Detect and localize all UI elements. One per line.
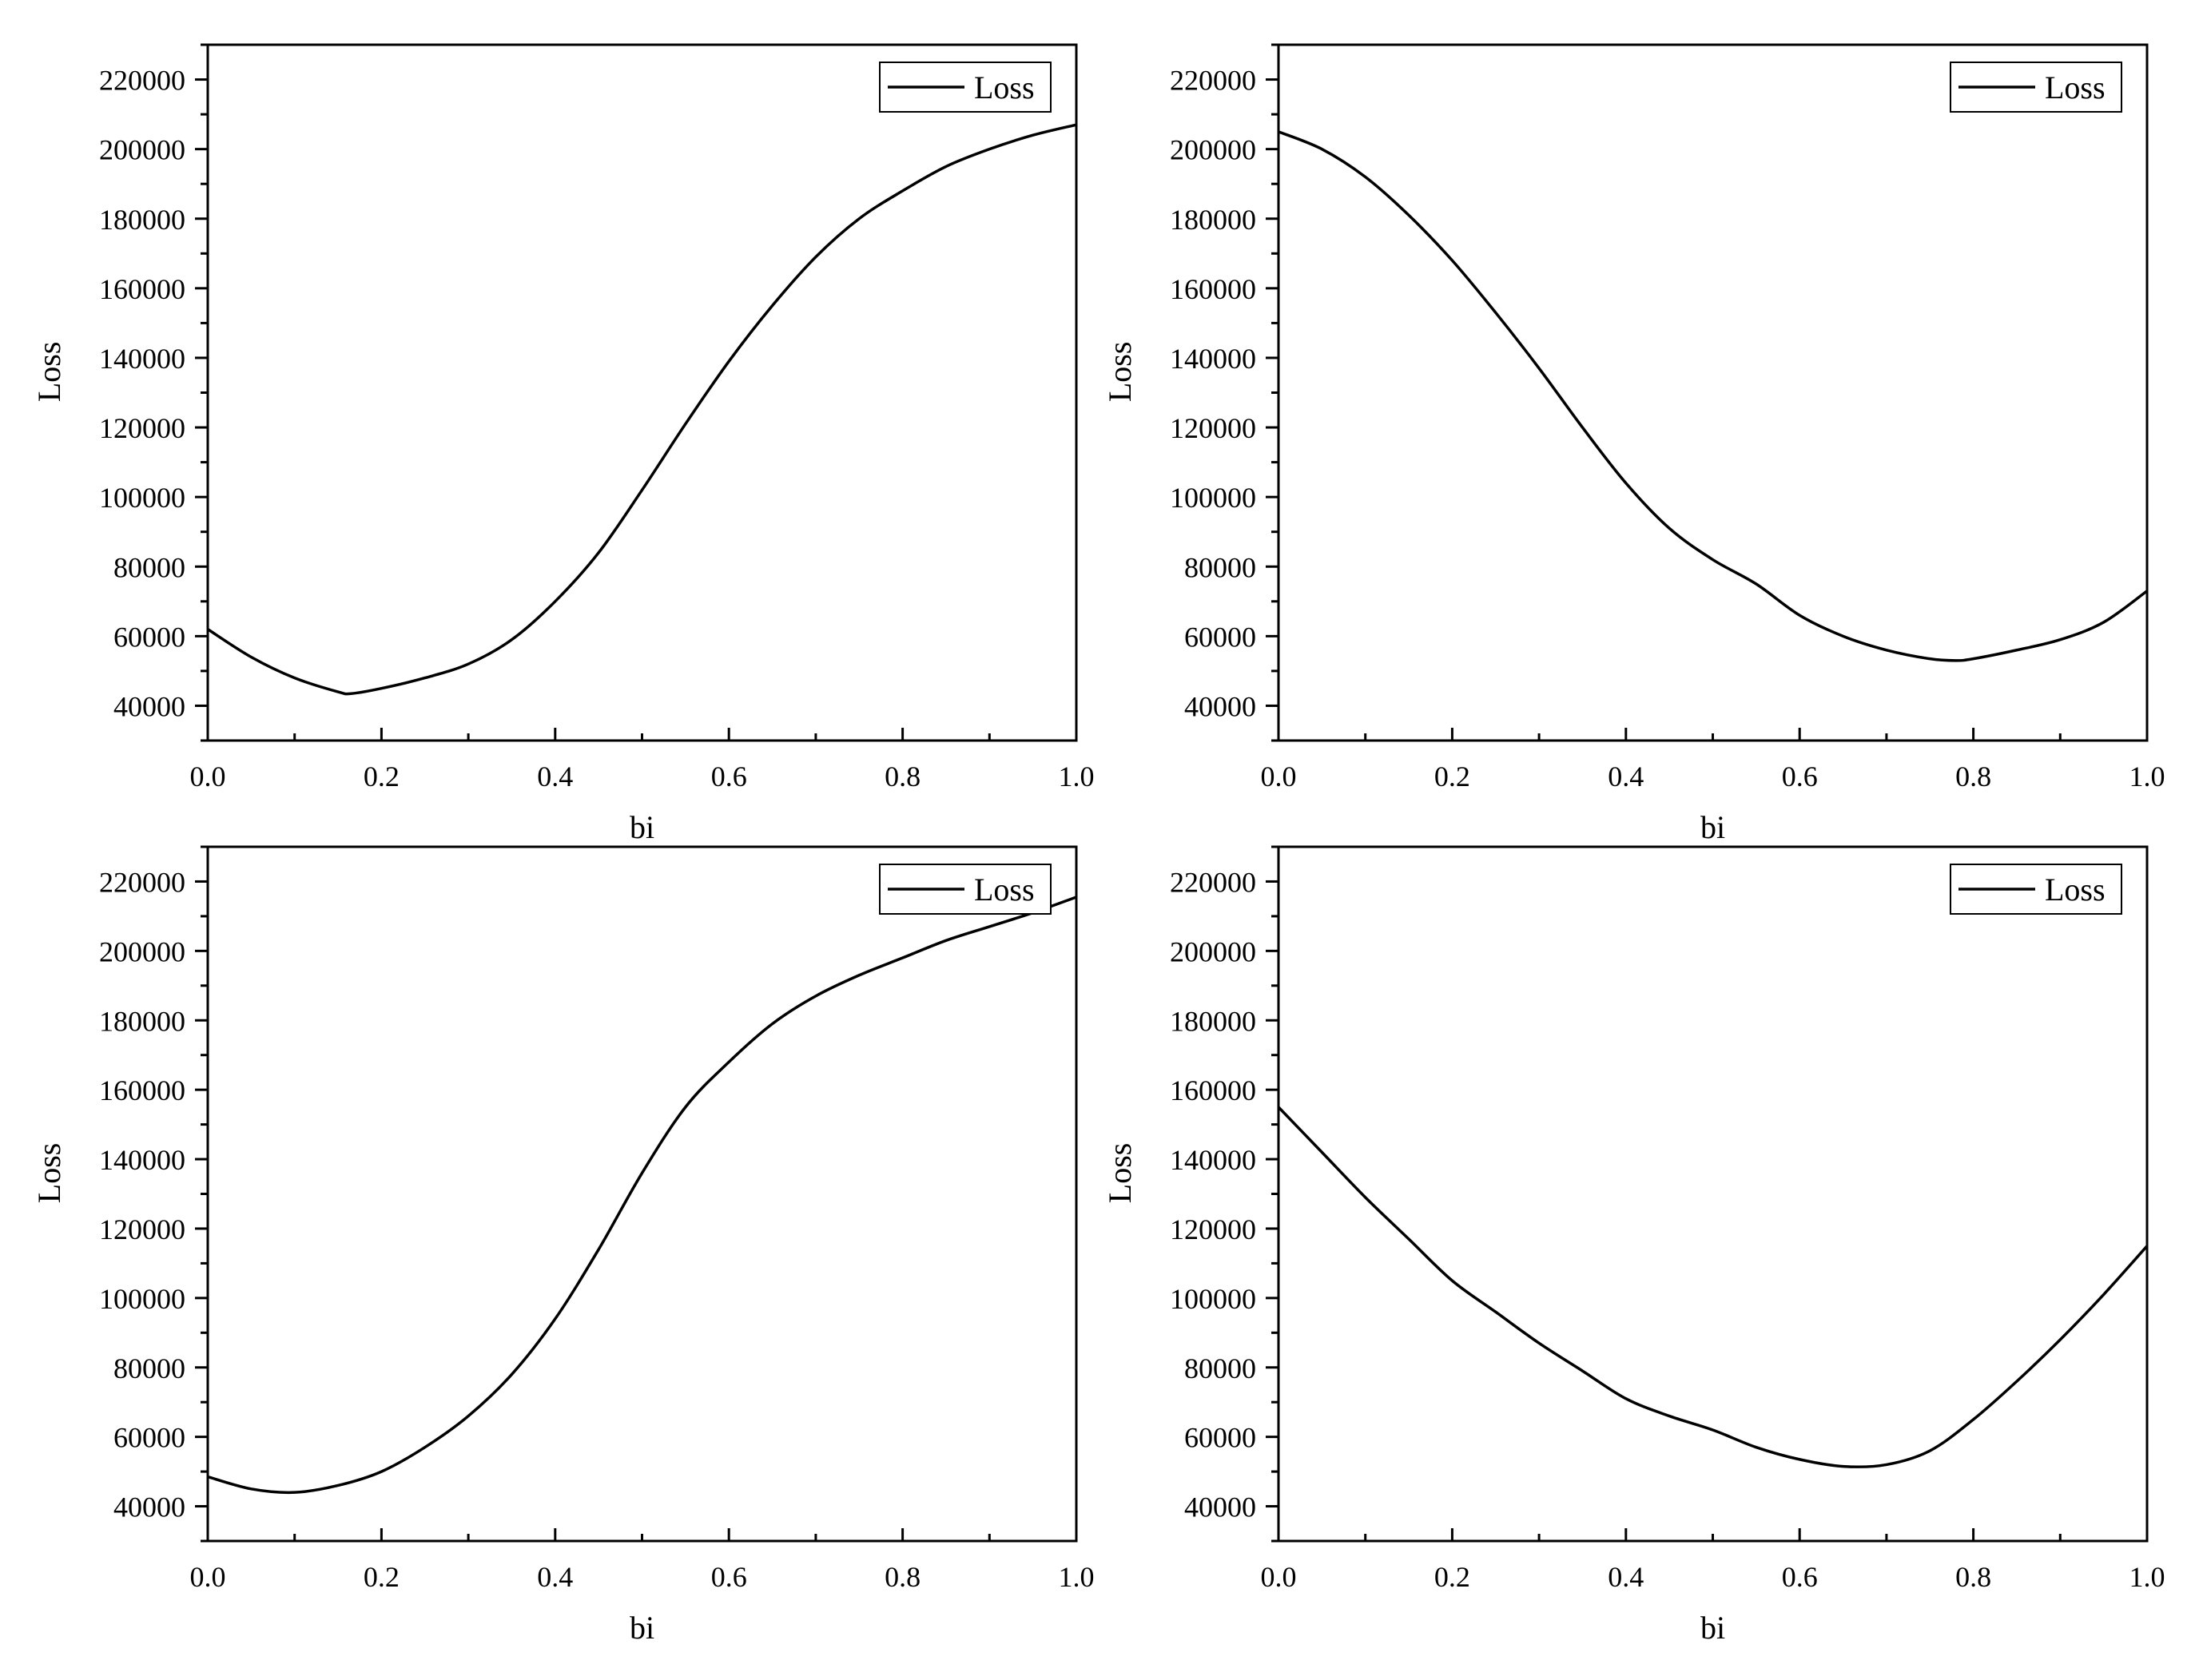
y-tick-label: 40000 xyxy=(113,1491,185,1523)
x-axis-title: bi xyxy=(630,1610,654,1646)
y-tick-label: 160000 xyxy=(99,273,185,305)
x-tick-label: 0.0 xyxy=(190,1561,226,1593)
chart-panel-3: 0.0 0.2 0.4 0.6 0.8 1.0 40000 60000 80000 100000 1… xyxy=(31,845,1095,1646)
y-tick-label: 80000 xyxy=(1184,551,1256,583)
y-tick-label: 120000 xyxy=(1170,1213,1256,1245)
x-tick-label: 0.2 xyxy=(1434,761,1470,792)
x-axis-title: bi xyxy=(630,809,654,845)
legend: Loss xyxy=(879,864,1052,915)
x-tick-label: 0.4 xyxy=(1608,1561,1644,1593)
y-tick-label: 160000 xyxy=(1170,1074,1256,1106)
x-tick-label: 0.0 xyxy=(190,761,226,792)
x-tick-label: 1.0 xyxy=(1059,761,1095,792)
y-tick-label: 140000 xyxy=(99,1144,185,1176)
plot-area-frame xyxy=(206,845,1078,1543)
y-tick-label: 220000 xyxy=(1170,866,1256,898)
x-tick-label: 0.2 xyxy=(364,761,400,792)
y-tick-label: 220000 xyxy=(99,866,185,898)
y-tick-label: 140000 xyxy=(1170,343,1256,375)
y-tick-label: 60000 xyxy=(1184,621,1256,653)
y-tick-label: 180000 xyxy=(99,1005,185,1037)
y-tick-label: 160000 xyxy=(1170,273,1256,305)
y-tick-label: 100000 xyxy=(1170,1283,1256,1315)
y-tick-label: 120000 xyxy=(99,412,185,444)
y-tick-label: 40000 xyxy=(113,690,185,722)
series-line-loss xyxy=(207,896,1077,1495)
x-tick-label: 0.8 xyxy=(885,761,921,792)
y-tick-label: 80000 xyxy=(113,551,185,583)
series-line-loss xyxy=(1277,1106,2149,1468)
y-tick-label: 180000 xyxy=(99,204,185,236)
x-tick-label: 0.6 xyxy=(711,1561,747,1593)
plot-area-frame xyxy=(1277,43,2149,742)
y-tick-label: 40000 xyxy=(1184,1491,1256,1523)
x-tick-label: 0.6 xyxy=(1782,761,1818,792)
x-tick-label: 0.8 xyxy=(1955,761,1991,792)
x-tick-label: 1.0 xyxy=(1059,1561,1095,1593)
x-tick-label: 1.0 xyxy=(2129,761,2165,792)
series-line-loss xyxy=(207,123,1077,696)
x-tick-label: 0.4 xyxy=(537,761,573,792)
y-tick-label: 160000 xyxy=(99,1074,185,1106)
y-tick-label: 200000 xyxy=(1170,935,1256,967)
y-tick-label: 220000 xyxy=(1170,65,1256,97)
y-tick-label: 40000 xyxy=(1184,690,1256,722)
x-axis-title: bi xyxy=(1700,1610,1725,1646)
y-tick-label: 180000 xyxy=(1170,204,1256,236)
y-tick-label: 60000 xyxy=(1184,1422,1256,1454)
y-axis-title: Loss xyxy=(1102,1143,1138,1204)
series-line-loss xyxy=(1278,130,2149,662)
legend: Loss xyxy=(879,62,1052,113)
y-tick-label: 120000 xyxy=(1170,412,1256,444)
chart-panel-2: 0.0 0.2 0.4 0.6 0.8 1.0 40000 60000 80000 100000 1… xyxy=(1102,43,2165,845)
y-tick-label: 80000 xyxy=(113,1352,185,1384)
legend-label: Loss xyxy=(974,70,1035,105)
legend: Loss xyxy=(1950,864,2122,915)
y-tick-label: 80000 xyxy=(1184,1352,1256,1384)
x-tick-label: 0.0 xyxy=(1261,1561,1297,1593)
y-axis-title: Loss xyxy=(1102,342,1138,403)
y-tick-label: 180000 xyxy=(1170,1005,1256,1037)
x-tick-label: 0.0 xyxy=(1261,761,1297,792)
x-tick-label: 0.8 xyxy=(1955,1561,1991,1593)
chart-panel-4: 0.0 0.2 0.4 0.6 0.8 1.0 40000 60000 80000 100000 1… xyxy=(1102,845,2165,1646)
y-axis-title: Loss xyxy=(31,342,67,403)
plot-area-frame xyxy=(1277,845,2149,1543)
y-tick-label: 120000 xyxy=(99,1213,185,1245)
x-tick-label: 0.6 xyxy=(711,761,747,792)
x-tick-label: 0.2 xyxy=(364,1561,400,1593)
x-tick-label: 0.4 xyxy=(1608,761,1644,792)
y-tick-label: 200000 xyxy=(1170,134,1256,166)
y-tick-label: 100000 xyxy=(1170,482,1256,514)
x-axis-title: bi xyxy=(1700,809,1725,845)
y-tick-label: 100000 xyxy=(99,1283,185,1315)
x-tick-label: 0.8 xyxy=(885,1561,921,1593)
y-tick-label: 60000 xyxy=(113,621,185,653)
y-tick-label: 60000 xyxy=(113,1422,185,1454)
y-tick-label: 140000 xyxy=(1170,1144,1256,1176)
x-tick-label: 0.6 xyxy=(1782,1561,1818,1593)
y-tick-label: 220000 xyxy=(99,65,185,97)
legend-label: Loss xyxy=(2045,70,2106,105)
y-tick-label: 100000 xyxy=(99,482,185,514)
y-tick-label: 200000 xyxy=(99,935,185,967)
x-tick-label: 1.0 xyxy=(2129,1561,2165,1593)
y-tick-label: 200000 xyxy=(99,134,185,166)
legend: Loss xyxy=(1950,62,2122,113)
y-tick-label: 140000 xyxy=(99,343,185,375)
legend-label: Loss xyxy=(974,872,1035,908)
x-tick-label: 0.2 xyxy=(1434,1561,1470,1593)
plot-area-frame xyxy=(206,43,1078,742)
x-tick-label: 0.4 xyxy=(537,1561,573,1593)
chart-panel-1: 0.0 0.2 0.4 0.6 0.8 1.0 40000 60000 80000 100000 1… xyxy=(31,43,1095,845)
y-axis-title: Loss xyxy=(31,1143,67,1204)
legend-label: Loss xyxy=(2045,872,2106,908)
